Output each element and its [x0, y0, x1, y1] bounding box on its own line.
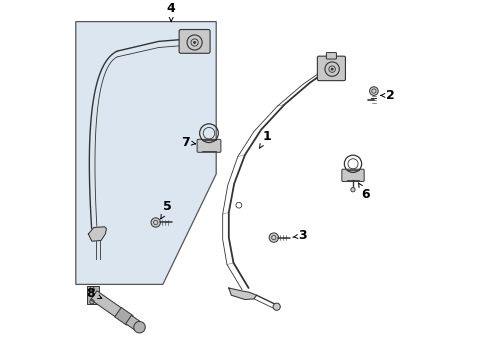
FancyBboxPatch shape	[326, 53, 337, 59]
FancyBboxPatch shape	[342, 169, 364, 181]
FancyBboxPatch shape	[318, 56, 345, 81]
Polygon shape	[115, 307, 133, 325]
Text: 3: 3	[293, 229, 307, 242]
Polygon shape	[88, 227, 106, 241]
Polygon shape	[76, 22, 216, 284]
Circle shape	[331, 68, 333, 70]
Circle shape	[351, 188, 355, 192]
Circle shape	[269, 233, 278, 242]
Text: 5: 5	[161, 201, 172, 219]
Text: 6: 6	[358, 183, 370, 201]
Circle shape	[369, 87, 378, 95]
Polygon shape	[126, 315, 140, 330]
Polygon shape	[87, 286, 99, 304]
Polygon shape	[91, 291, 122, 317]
Text: 4: 4	[167, 3, 175, 22]
Circle shape	[273, 303, 280, 310]
Text: 7: 7	[181, 136, 196, 149]
Text: 2: 2	[381, 89, 395, 102]
Polygon shape	[229, 288, 257, 300]
Text: 1: 1	[259, 130, 271, 148]
Circle shape	[194, 41, 196, 44]
Circle shape	[134, 321, 145, 333]
FancyBboxPatch shape	[179, 30, 210, 53]
Text: 8: 8	[87, 287, 102, 300]
FancyBboxPatch shape	[197, 139, 221, 152]
Circle shape	[151, 218, 160, 227]
